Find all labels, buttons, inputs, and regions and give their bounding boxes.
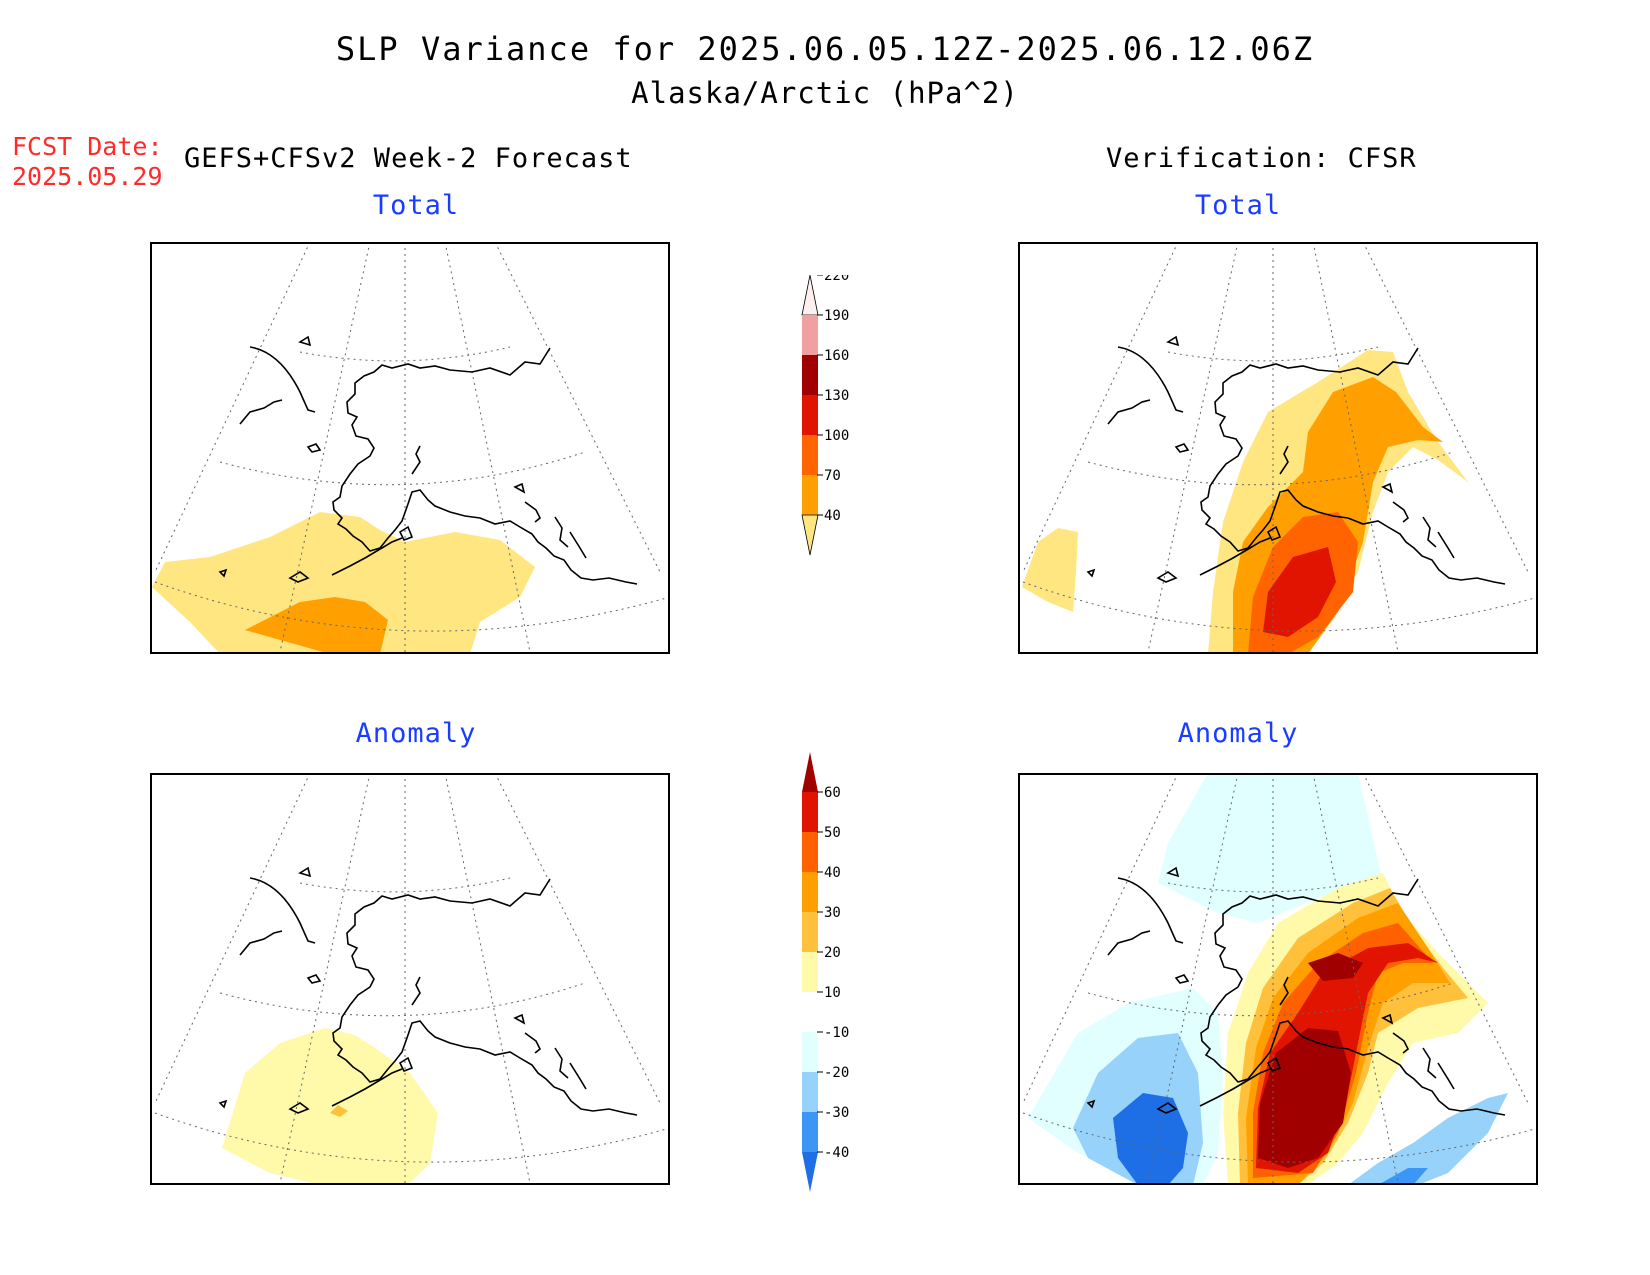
verification-anomaly-map xyxy=(1018,773,1538,1185)
anomaly-colorbar: -40 -30 -20 -10 10 20 30 40 50 60 xyxy=(802,752,849,1192)
anomaly-contour-above-60-north xyxy=(1308,953,1363,981)
forecast-anomaly-title: Anomaly xyxy=(355,718,477,749)
anomaly-contour-neg30-neg40-east xyxy=(1378,1168,1428,1185)
forecast-total-title: Total xyxy=(372,190,460,221)
colorbar-tick-label: 20 xyxy=(824,945,841,961)
variance-contour-70-100 xyxy=(245,597,388,654)
total-colorbar: 40 70 100 130 160 190 220 xyxy=(801,275,849,556)
colorbar-tick-label: 30 xyxy=(824,905,841,921)
colorbar-tick-label: 100 xyxy=(824,428,849,444)
main-title: SLP Variance for 2025.06.05.12Z-2025.06.… xyxy=(335,30,1315,68)
anomaly-contour-20-30 xyxy=(330,1105,348,1117)
colorbar-tick-label: 60 xyxy=(824,785,841,801)
colorbar-swatch xyxy=(802,395,818,435)
variance-contour-40-70-west xyxy=(1022,528,1078,612)
verification-total-title: Total xyxy=(1194,190,1282,221)
forecast-total-map xyxy=(150,242,670,654)
colorbar-tick-label: 220 xyxy=(824,275,849,284)
anomaly-contour-neg20-neg30-east xyxy=(1348,1093,1508,1185)
colorbar-tick-label: 50 xyxy=(824,825,841,841)
colorbar-top-cap xyxy=(802,752,818,792)
anomaly-contour-above-60-south xyxy=(1258,1028,1351,1168)
verification-column-heading: Verification: CFSR xyxy=(1106,143,1417,174)
colorbar-tick-label: -20 xyxy=(824,1065,849,1081)
forecast-column-heading: GEFS+CFSv2 Week-2 Forecast xyxy=(184,143,633,174)
colorbar-bottom-cap xyxy=(802,1152,818,1192)
anomaly-contour-neg30-neg40 xyxy=(1113,1093,1188,1185)
colorbar-tick-label: 190 xyxy=(824,308,849,324)
colorbar-tick-label: 40 xyxy=(824,865,841,881)
anomaly-domain-wedge xyxy=(1028,773,1508,1185)
colorbar-swatch xyxy=(802,992,818,1032)
colorbar-swatch xyxy=(802,832,818,872)
anomaly-contour-neg10-neg20-north xyxy=(1158,773,1383,923)
colorbar-swatch xyxy=(802,355,818,395)
forecast-anomaly-map xyxy=(150,773,670,1185)
colorbar-swatch xyxy=(802,912,818,952)
variance-contour-40-70 xyxy=(152,512,535,654)
colorbar-swatch xyxy=(802,435,818,475)
colorbar-tick-label: 160 xyxy=(824,348,849,364)
colorbar-tick-label: 40 xyxy=(824,508,841,524)
colorbar-swatch xyxy=(802,872,818,912)
fcst-date-label: FCST Date: xyxy=(12,132,163,161)
colorbar-swatch xyxy=(802,475,818,515)
colorbar-tick-label: -10 xyxy=(824,1025,849,1041)
main-subtitle: Alaska/Arctic (hPa^2) xyxy=(631,76,1019,110)
colorbar-swatch xyxy=(802,315,818,355)
anomaly-contour-10-20 xyxy=(222,1028,438,1185)
verification-anomaly-title: Anomaly xyxy=(1177,718,1299,749)
colorbar-tick-label: 130 xyxy=(824,388,849,404)
colorbar-tick-label: 70 xyxy=(824,468,841,484)
colorbar-top-cap xyxy=(801,275,819,316)
colorbar-swatch xyxy=(802,952,818,992)
colorbar-tick-label: -30 xyxy=(824,1105,849,1121)
variance-contour-130-160 xyxy=(1263,547,1336,637)
colorbar-swatch xyxy=(802,792,818,832)
colorbar-swatch xyxy=(802,1112,818,1152)
colorbar-swatch xyxy=(802,1072,818,1112)
colorbar-tick-label: 10 xyxy=(824,985,841,1001)
colorbar-swatch xyxy=(802,1032,818,1072)
colorbar-tick-label: -40 xyxy=(824,1145,849,1161)
colorbar-bottom-cap xyxy=(801,514,819,556)
fcst-date-value: 2025.05.29 xyxy=(12,162,163,191)
verification-total-map xyxy=(1018,242,1538,654)
